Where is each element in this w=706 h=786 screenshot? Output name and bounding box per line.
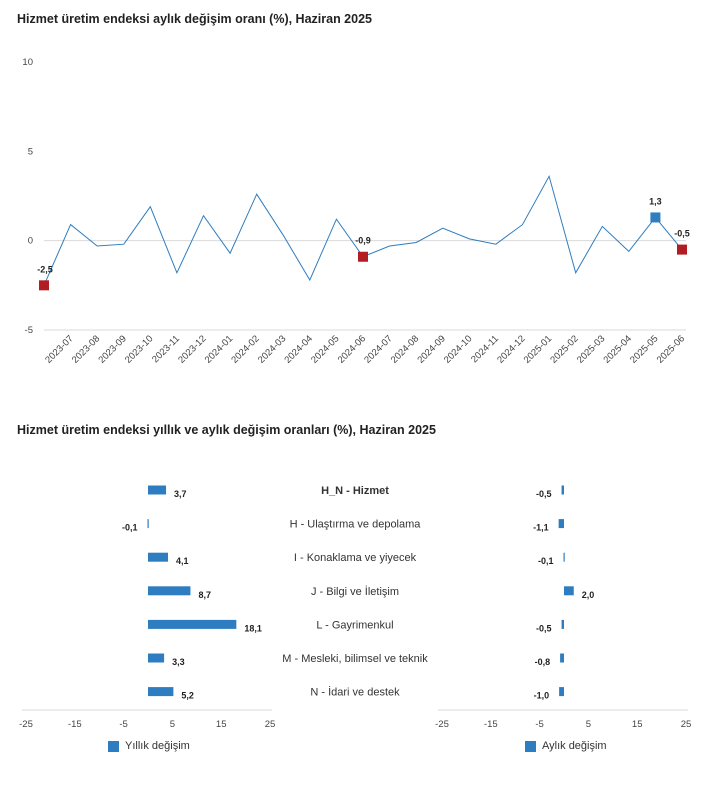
data-label: -2,5 [37, 264, 53, 274]
x-tick-label: 15 [632, 719, 643, 730]
bar-value-label: -0,5 [536, 489, 552, 499]
category-label: L - Gayrimenkul [316, 619, 393, 631]
bar [561, 619, 564, 629]
y-tick-label: -5 [25, 325, 33, 336]
x-tick-label: -25 [435, 719, 449, 730]
bar-value-label: -0,5 [536, 623, 552, 633]
bar [148, 552, 169, 562]
data-label: -0,9 [355, 236, 371, 246]
category-label: N - İdari ve destek [310, 686, 400, 699]
data-point-marker [677, 244, 687, 255]
x-tick-label: -5 [119, 719, 127, 730]
bar-value-label: -1,0 [534, 691, 550, 701]
bar [560, 653, 564, 663]
x-tick-label: 5 [170, 719, 175, 730]
data-label: 1,3 [649, 196, 662, 206]
bar-value-label: 3,7 [174, 489, 187, 499]
x-tick-label: 25 [681, 719, 692, 730]
bar-value-label: -0,8 [535, 657, 551, 667]
category-label: J - Bilgi ve İletişim [311, 585, 399, 598]
category-label: H_N - Hizmet [321, 485, 389, 497]
bar [148, 586, 191, 596]
bar-value-label: 18,1 [244, 623, 262, 633]
category-label: I - Konaklama ve yiyecek [294, 552, 417, 564]
x-tick-label: 25 [265, 719, 276, 730]
bar [148, 619, 237, 629]
data-point-marker [650, 212, 661, 223]
y-tick-label: 5 [28, 146, 33, 157]
bar-value-label: 3,3 [172, 657, 185, 667]
bar-value-label: 2,0 [582, 590, 595, 600]
legend-monthly-swatch [525, 740, 536, 752]
legend-yearly-swatch [108, 740, 119, 752]
bar [148, 687, 174, 697]
bar [148, 485, 167, 495]
legend-yearly-label: Yıllık değişim [125, 740, 190, 752]
bar [564, 586, 574, 596]
legend-monthly-label: Aylık değişim [542, 740, 607, 752]
bar-value-label: -0,1 [538, 556, 554, 566]
bar-value-label: -1,1 [533, 523, 549, 533]
data-point-marker [358, 251, 368, 262]
bar [148, 653, 165, 663]
y-tick-label: 0 [28, 236, 33, 247]
data-label: -0,5 [674, 229, 690, 239]
bar [147, 519, 149, 529]
y-tick-label: 10 [22, 57, 33, 68]
x-tick-label: 5 [586, 719, 591, 730]
x-tick-label: -15 [68, 719, 82, 730]
bar [559, 687, 564, 697]
bar-value-label: -0,1 [122, 523, 138, 533]
bar-value-label: 5,2 [181, 691, 194, 701]
legend-monthly: Aylık değişim [525, 740, 607, 752]
x-tick-label: 15 [216, 719, 227, 730]
line-chart: 1050-52023-072023-082023-092023-102023-1… [22, 57, 690, 366]
x-tick-label: -15 [484, 719, 498, 730]
bar [558, 519, 564, 529]
category-label: H - Ulaştırma ve depolama [290, 519, 422, 531]
x-tick-label: -5 [535, 719, 543, 730]
bar-value-label: 8,7 [198, 590, 211, 600]
bar-chart-title: Hizmet üretim endeksi yıllık ve aylık de… [17, 423, 436, 437]
bar [561, 485, 564, 495]
line-chart-title: Hizmet üretim endeksi aylık değişim oran… [17, 12, 372, 26]
data-point-marker [39, 280, 49, 291]
bar [563, 552, 565, 562]
bar-value-label: 4,1 [176, 556, 189, 566]
legend-yearly: Yıllık değişim [108, 740, 190, 752]
x-tick-label: -25 [19, 719, 33, 730]
category-label: M - Mesleki, bilimsel ve teknik [282, 653, 428, 665]
